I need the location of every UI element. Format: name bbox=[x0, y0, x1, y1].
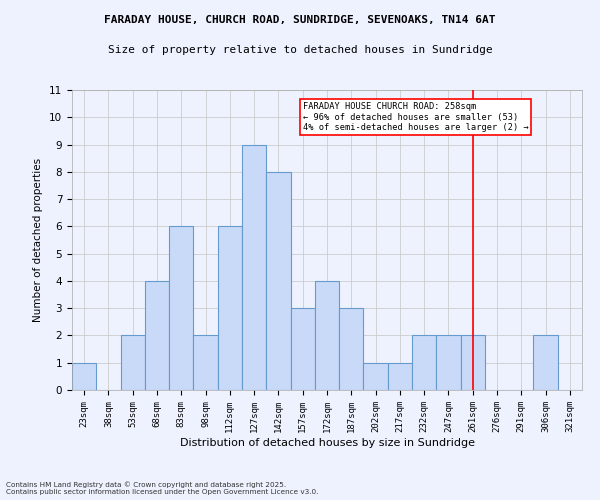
Y-axis label: Number of detached properties: Number of detached properties bbox=[34, 158, 43, 322]
Bar bbox=[315, 281, 339, 390]
Bar bbox=[145, 281, 169, 390]
Bar bbox=[72, 362, 96, 390]
Bar bbox=[121, 336, 145, 390]
Bar bbox=[388, 362, 412, 390]
Bar bbox=[412, 336, 436, 390]
Bar bbox=[290, 308, 315, 390]
Bar bbox=[266, 172, 290, 390]
Text: Size of property relative to detached houses in Sundridge: Size of property relative to detached ho… bbox=[107, 45, 493, 55]
Bar bbox=[242, 144, 266, 390]
Bar bbox=[169, 226, 193, 390]
Text: Contains HM Land Registry data © Crown copyright and database right 2025.
Contai: Contains HM Land Registry data © Crown c… bbox=[6, 482, 319, 495]
Bar bbox=[533, 336, 558, 390]
Text: FARADAY HOUSE, CHURCH ROAD, SUNDRIDGE, SEVENOAKS, TN14 6AT: FARADAY HOUSE, CHURCH ROAD, SUNDRIDGE, S… bbox=[104, 15, 496, 25]
Bar bbox=[339, 308, 364, 390]
Bar bbox=[193, 336, 218, 390]
Bar bbox=[218, 226, 242, 390]
Bar bbox=[461, 336, 485, 390]
Bar bbox=[364, 362, 388, 390]
Bar bbox=[436, 336, 461, 390]
X-axis label: Distribution of detached houses by size in Sundridge: Distribution of detached houses by size … bbox=[179, 438, 475, 448]
Text: FARADAY HOUSE CHURCH ROAD: 258sqm
← 96% of detached houses are smaller (53)
4% o: FARADAY HOUSE CHURCH ROAD: 258sqm ← 96% … bbox=[303, 102, 529, 132]
